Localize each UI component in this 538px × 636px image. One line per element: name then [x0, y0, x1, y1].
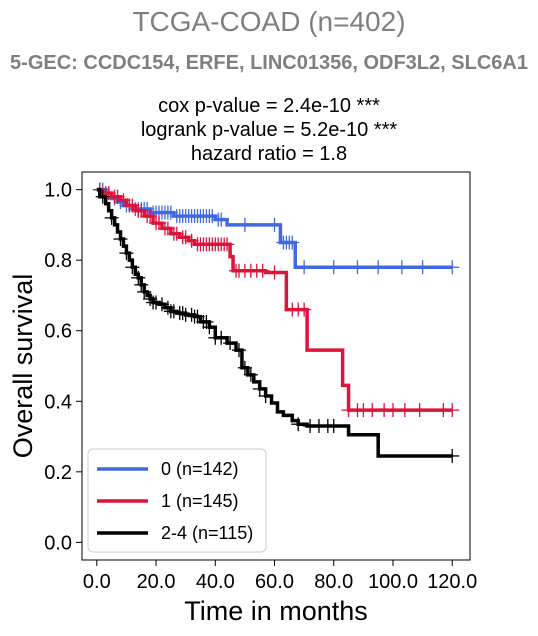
chart-title: TCGA-COAD (n=402)	[132, 6, 406, 37]
hazard-ratio-text: hazard ratio = 1.8	[190, 143, 348, 165]
cox-pvalue-text: cox p-value = 2.4e-10 ***	[158, 95, 380, 117]
legend-box	[87, 448, 267, 553]
y-axis-label: Overall survival	[8, 274, 38, 459]
y-tick-label: 0.0	[44, 532, 72, 554]
y-tick-label: 0.6	[44, 321, 72, 343]
x-tick-label: 120.0	[427, 571, 477, 593]
x-tick-label: 100.0	[368, 571, 418, 593]
x-axis-label: Time in months	[184, 596, 368, 626]
y-tick-label: 0.4	[44, 391, 72, 413]
y-tick-label: 1.0	[44, 180, 72, 202]
x-tick-label: 80.0	[314, 571, 353, 593]
x-tick-label: 20.0	[137, 571, 176, 593]
y-tick-label: 0.2	[44, 462, 72, 484]
y-tick-label: 0.8	[44, 250, 72, 272]
x-tick-label: 40.0	[196, 571, 235, 593]
chart-subtitle: 5-GEC: CCDC154, ERFE, LINC01356, ODF3L2,…	[10, 52, 528, 74]
x-axis-ticks: 0.0 20.0 40.0 60.0 80.0 100.0 120.0	[83, 560, 477, 593]
legend-label: 0 (n=142)	[161, 459, 239, 479]
legend-label: 2-4 (n=115)	[161, 523, 253, 543]
x-tick-label: 60.0	[255, 571, 294, 593]
y-axis-ticks: 0.0 0.2 0.4 0.6 0.8 1.0	[44, 180, 82, 554]
legend-label: 1 (n=145)	[161, 491, 239, 511]
legend: 0 (n=142) 1 (n=145) 2-4 (n=115)	[87, 448, 267, 553]
logrank-pvalue-text: logrank p-value = 5.2e-10 ***	[140, 119, 398, 141]
survival-curves	[92, 182, 460, 463]
x-tick-label: 0.0	[83, 571, 111, 593]
